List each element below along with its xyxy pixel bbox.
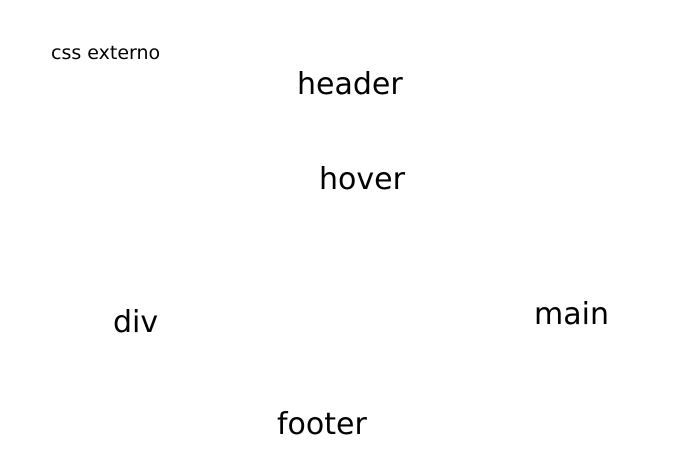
css-externo-label: css externo	[51, 42, 161, 64]
hover-label[interactable]: hover	[319, 162, 405, 197]
header-label: header	[297, 67, 403, 102]
div-label: div	[113, 305, 159, 340]
footer-label: footer	[277, 407, 367, 442]
main-label: main	[534, 297, 609, 332]
